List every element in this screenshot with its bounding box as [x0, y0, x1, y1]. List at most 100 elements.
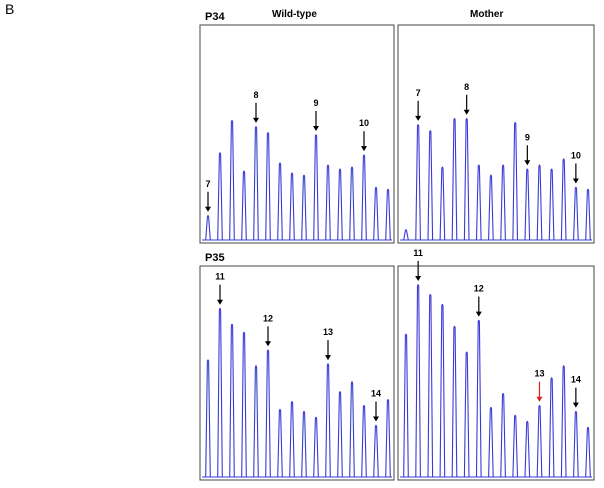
peak [205, 359, 211, 478]
row-label: P35 [205, 252, 225, 264]
peak [451, 117, 458, 241]
panel-frame [397, 265, 595, 481]
panel-letter: B [5, 1, 14, 17]
peak [500, 164, 506, 241]
peak [385, 188, 391, 241]
marker-arrow: 7 [205, 179, 211, 212]
arrow-head [572, 402, 579, 408]
peak [415, 284, 421, 478]
peak [253, 126, 259, 241]
peak [403, 229, 409, 241]
peak [403, 333, 409, 478]
peak [585, 188, 591, 241]
peak [349, 381, 355, 478]
arrow-head [205, 206, 211, 212]
peak [289, 172, 295, 241]
marker-arrow: 10 [571, 150, 581, 184]
marker-label: 11 [413, 248, 423, 258]
marker-label: 12 [263, 313, 273, 323]
arrow-head [415, 275, 422, 281]
panel-frame [397, 24, 595, 244]
marker-label: 14 [571, 375, 581, 385]
panel-frame [199, 265, 395, 481]
panel-p35-mother: 11 12 13 14 [397, 248, 595, 481]
marker-label: 13 [534, 369, 544, 379]
marker-label: 8 [464, 82, 469, 92]
peak [205, 215, 211, 241]
peak [463, 117, 470, 241]
peak [337, 391, 343, 478]
panel-p35-wildtype: P35 11 12 13 14 [199, 252, 395, 481]
peak [463, 351, 470, 478]
peak [548, 168, 555, 241]
peak [301, 174, 307, 241]
column-label: Wild-type [272, 9, 317, 20]
marker-arrow: 10 [359, 118, 369, 152]
peak [439, 166, 446, 241]
peak [265, 349, 271, 478]
peak [277, 162, 283, 241]
marker-label: 14 [371, 389, 381, 399]
column-label: Mother [470, 9, 503, 20]
panel-p34-wildtype: P34 Wild-type 7 8 9 10 [199, 9, 395, 244]
peak [585, 426, 591, 478]
peak [217, 152, 223, 241]
arrow-head [475, 311, 482, 317]
arrow-head [373, 416, 379, 422]
arrow-head [265, 341, 271, 347]
peak [415, 124, 421, 241]
peak [512, 121, 519, 241]
arrow-head [361, 146, 367, 152]
peak [289, 401, 295, 478]
peak [325, 164, 331, 241]
arrow-head [325, 355, 331, 361]
peak [217, 307, 223, 478]
peak [439, 303, 446, 478]
marker-arrow: 13 [323, 327, 333, 361]
marker-label: 9 [525, 132, 530, 142]
peak [361, 154, 367, 241]
peak [536, 164, 543, 241]
marker-arrow: 13 [534, 369, 544, 402]
marker-label: 13 [323, 327, 333, 337]
peak [277, 408, 283, 478]
peak [301, 410, 307, 478]
peak [451, 325, 458, 478]
peak [427, 130, 434, 241]
marker-label: 10 [359, 118, 369, 128]
marker-label: 12 [474, 284, 484, 294]
marker-label: 8 [253, 90, 258, 100]
panel-p34-mother: Mother 7 8 9 10 [397, 9, 595, 244]
arrow-head [415, 115, 422, 121]
marker-arrow: 8 [253, 90, 259, 123]
marker-arrow: 7 [415, 88, 422, 121]
marker-arrow: 9 [524, 132, 531, 166]
peak [265, 132, 271, 241]
peak [560, 158, 567, 241]
peak [560, 365, 567, 478]
arrow-head [253, 117, 259, 123]
peak [427, 294, 434, 478]
peak [385, 399, 391, 478]
row-label: P34 [205, 11, 225, 23]
peak [536, 404, 543, 478]
arrow-head [524, 160, 531, 166]
peak [313, 134, 319, 241]
peak [488, 174, 494, 241]
peak [241, 170, 247, 241]
marker-label: 10 [571, 150, 581, 160]
peak [524, 168, 531, 241]
marker-arrow: 8 [463, 82, 470, 115]
marker-arrow: 11 [215, 272, 225, 305]
marker-arrow: 12 [263, 313, 273, 347]
peak [475, 164, 482, 241]
peak [325, 363, 331, 478]
marker-label: 7 [416, 88, 421, 98]
peak [548, 377, 555, 478]
peak [337, 168, 343, 241]
arrow-head [463, 109, 470, 115]
peak [373, 424, 379, 478]
peak [475, 319, 482, 478]
peak [349, 166, 355, 241]
marker-arrow: 14 [571, 375, 581, 408]
